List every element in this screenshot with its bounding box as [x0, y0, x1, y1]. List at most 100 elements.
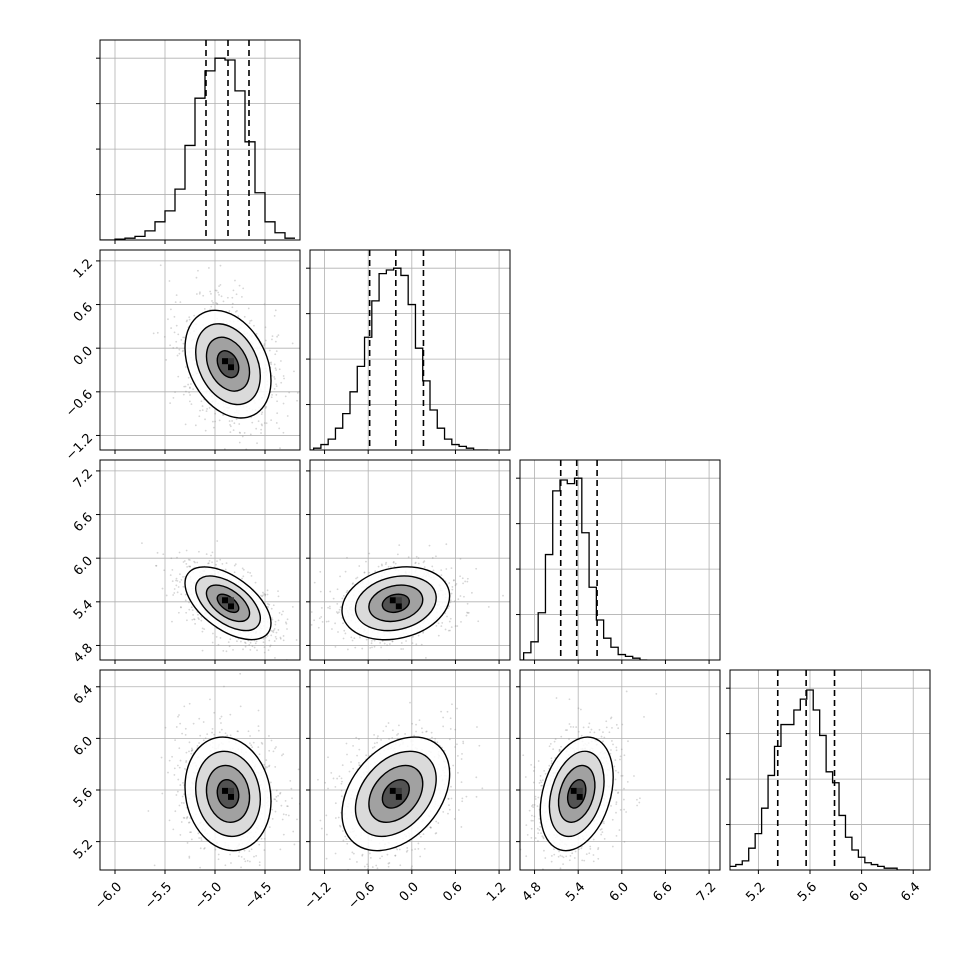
density-panel-1-3	[302, 669, 511, 874]
scatter-point	[319, 590, 322, 593]
scatter-point	[440, 574, 443, 577]
scatter-point	[454, 728, 457, 731]
scatter-point	[462, 740, 465, 743]
scatter-point	[213, 666, 215, 668]
scatter-point	[431, 557, 434, 559]
scatter-point	[574, 850, 577, 853]
scatter-point	[447, 812, 449, 815]
scatter-point	[320, 607, 323, 609]
scatter-point	[346, 648, 349, 651]
scatter-point	[207, 562, 209, 565]
scatter-point	[440, 625, 443, 628]
scatter-point	[250, 744, 253, 747]
scatter-point	[278, 612, 281, 614]
scatter-point	[611, 818, 614, 821]
scatter-point	[260, 428, 263, 431]
scatter-point	[190, 838, 193, 841]
scatter-point	[356, 754, 358, 757]
scatter-point	[238, 441, 241, 444]
scatter-point	[391, 737, 394, 739]
scatter-point	[200, 837, 202, 839]
scatter-point	[196, 561, 199, 564]
scatter-point	[437, 634, 440, 637]
scatter-point	[249, 320, 251, 322]
scatter-point	[449, 599, 452, 602]
scatter-point	[236, 730, 239, 733]
scatter-point	[264, 326, 267, 329]
scatter-point	[466, 580, 469, 583]
scatter-point	[168, 759, 171, 762]
scatter-point	[446, 710, 449, 713]
scatter-point	[302, 815, 304, 817]
scatter-point	[215, 289, 218, 292]
scatter-point	[337, 816, 340, 819]
scatter-point	[239, 672, 242, 675]
scatter-point	[210, 292, 212, 295]
scatter-point	[282, 753, 285, 756]
density-content	[152, 264, 299, 450]
scatter-point	[173, 767, 176, 770]
scatter-point	[178, 804, 181, 807]
scatter-point	[174, 739, 176, 742]
scatter-point	[170, 327, 173, 329]
scatter-point	[435, 820, 438, 823]
scatter-point	[373, 745, 376, 748]
scatter-point	[396, 848, 399, 851]
scatter-point	[248, 644, 251, 646]
scatter-point	[258, 861, 261, 864]
hist-panel-1	[306, 249, 511, 454]
scatter-point	[256, 649, 258, 652]
scatter-point	[183, 560, 186, 562]
scatter-point	[215, 635, 218, 638]
panel-frame	[309, 669, 511, 871]
scatter-point	[425, 730, 428, 733]
scatter-point	[268, 749, 271, 752]
scatter-point	[191, 749, 193, 752]
scatter-point	[346, 842, 349, 845]
scatter-point	[180, 801, 183, 804]
scatter-point	[296, 399, 298, 402]
scatter-point	[188, 821, 191, 824]
scatter-point	[290, 598, 292, 600]
scatter-point	[282, 431, 285, 434]
scatter-point	[268, 735, 270, 737]
scatter-point	[190, 403, 193, 406]
scatter-point	[272, 631, 275, 634]
scatter-point	[462, 582, 464, 585]
scatter-point	[386, 853, 389, 856]
scatter-point	[274, 657, 276, 659]
scatter-point	[211, 641, 214, 644]
scatter-point	[263, 344, 265, 347]
scatter-point	[226, 296, 229, 299]
scatter-point	[263, 422, 266, 424]
scatter-point	[428, 544, 431, 547]
scatter-point	[355, 577, 357, 580]
scatter-point	[350, 636, 353, 639]
scatter-point	[392, 561, 395, 564]
scatter-point	[358, 738, 360, 740]
scatter-point	[267, 649, 270, 652]
scatter-point	[208, 267, 210, 269]
scatter-point	[184, 385, 187, 388]
scatter-point	[172, 396, 175, 399]
scatter-point	[418, 719, 421, 722]
scatter-point	[394, 854, 397, 857]
scatter-point	[376, 737, 379, 740]
scatter-point	[207, 562, 210, 565]
scatter-point	[272, 604, 275, 607]
scatter-point	[198, 415, 201, 418]
scatter-point	[282, 610, 284, 613]
scatter-point	[273, 314, 276, 317]
scatter-point	[430, 731, 433, 734]
scatter-point	[342, 594, 345, 597]
scatter-point	[273, 376, 276, 378]
scatter-point	[198, 717, 201, 720]
scatter-point	[241, 577, 243, 580]
scatter-point	[434, 832, 437, 835]
scatter-point	[445, 568, 448, 570]
scatter-point	[329, 870, 331, 872]
scatter-point	[558, 750, 561, 753]
scatter-point	[273, 363, 276, 366]
scatter-point	[563, 873, 565, 875]
scatter-point	[420, 727, 423, 730]
